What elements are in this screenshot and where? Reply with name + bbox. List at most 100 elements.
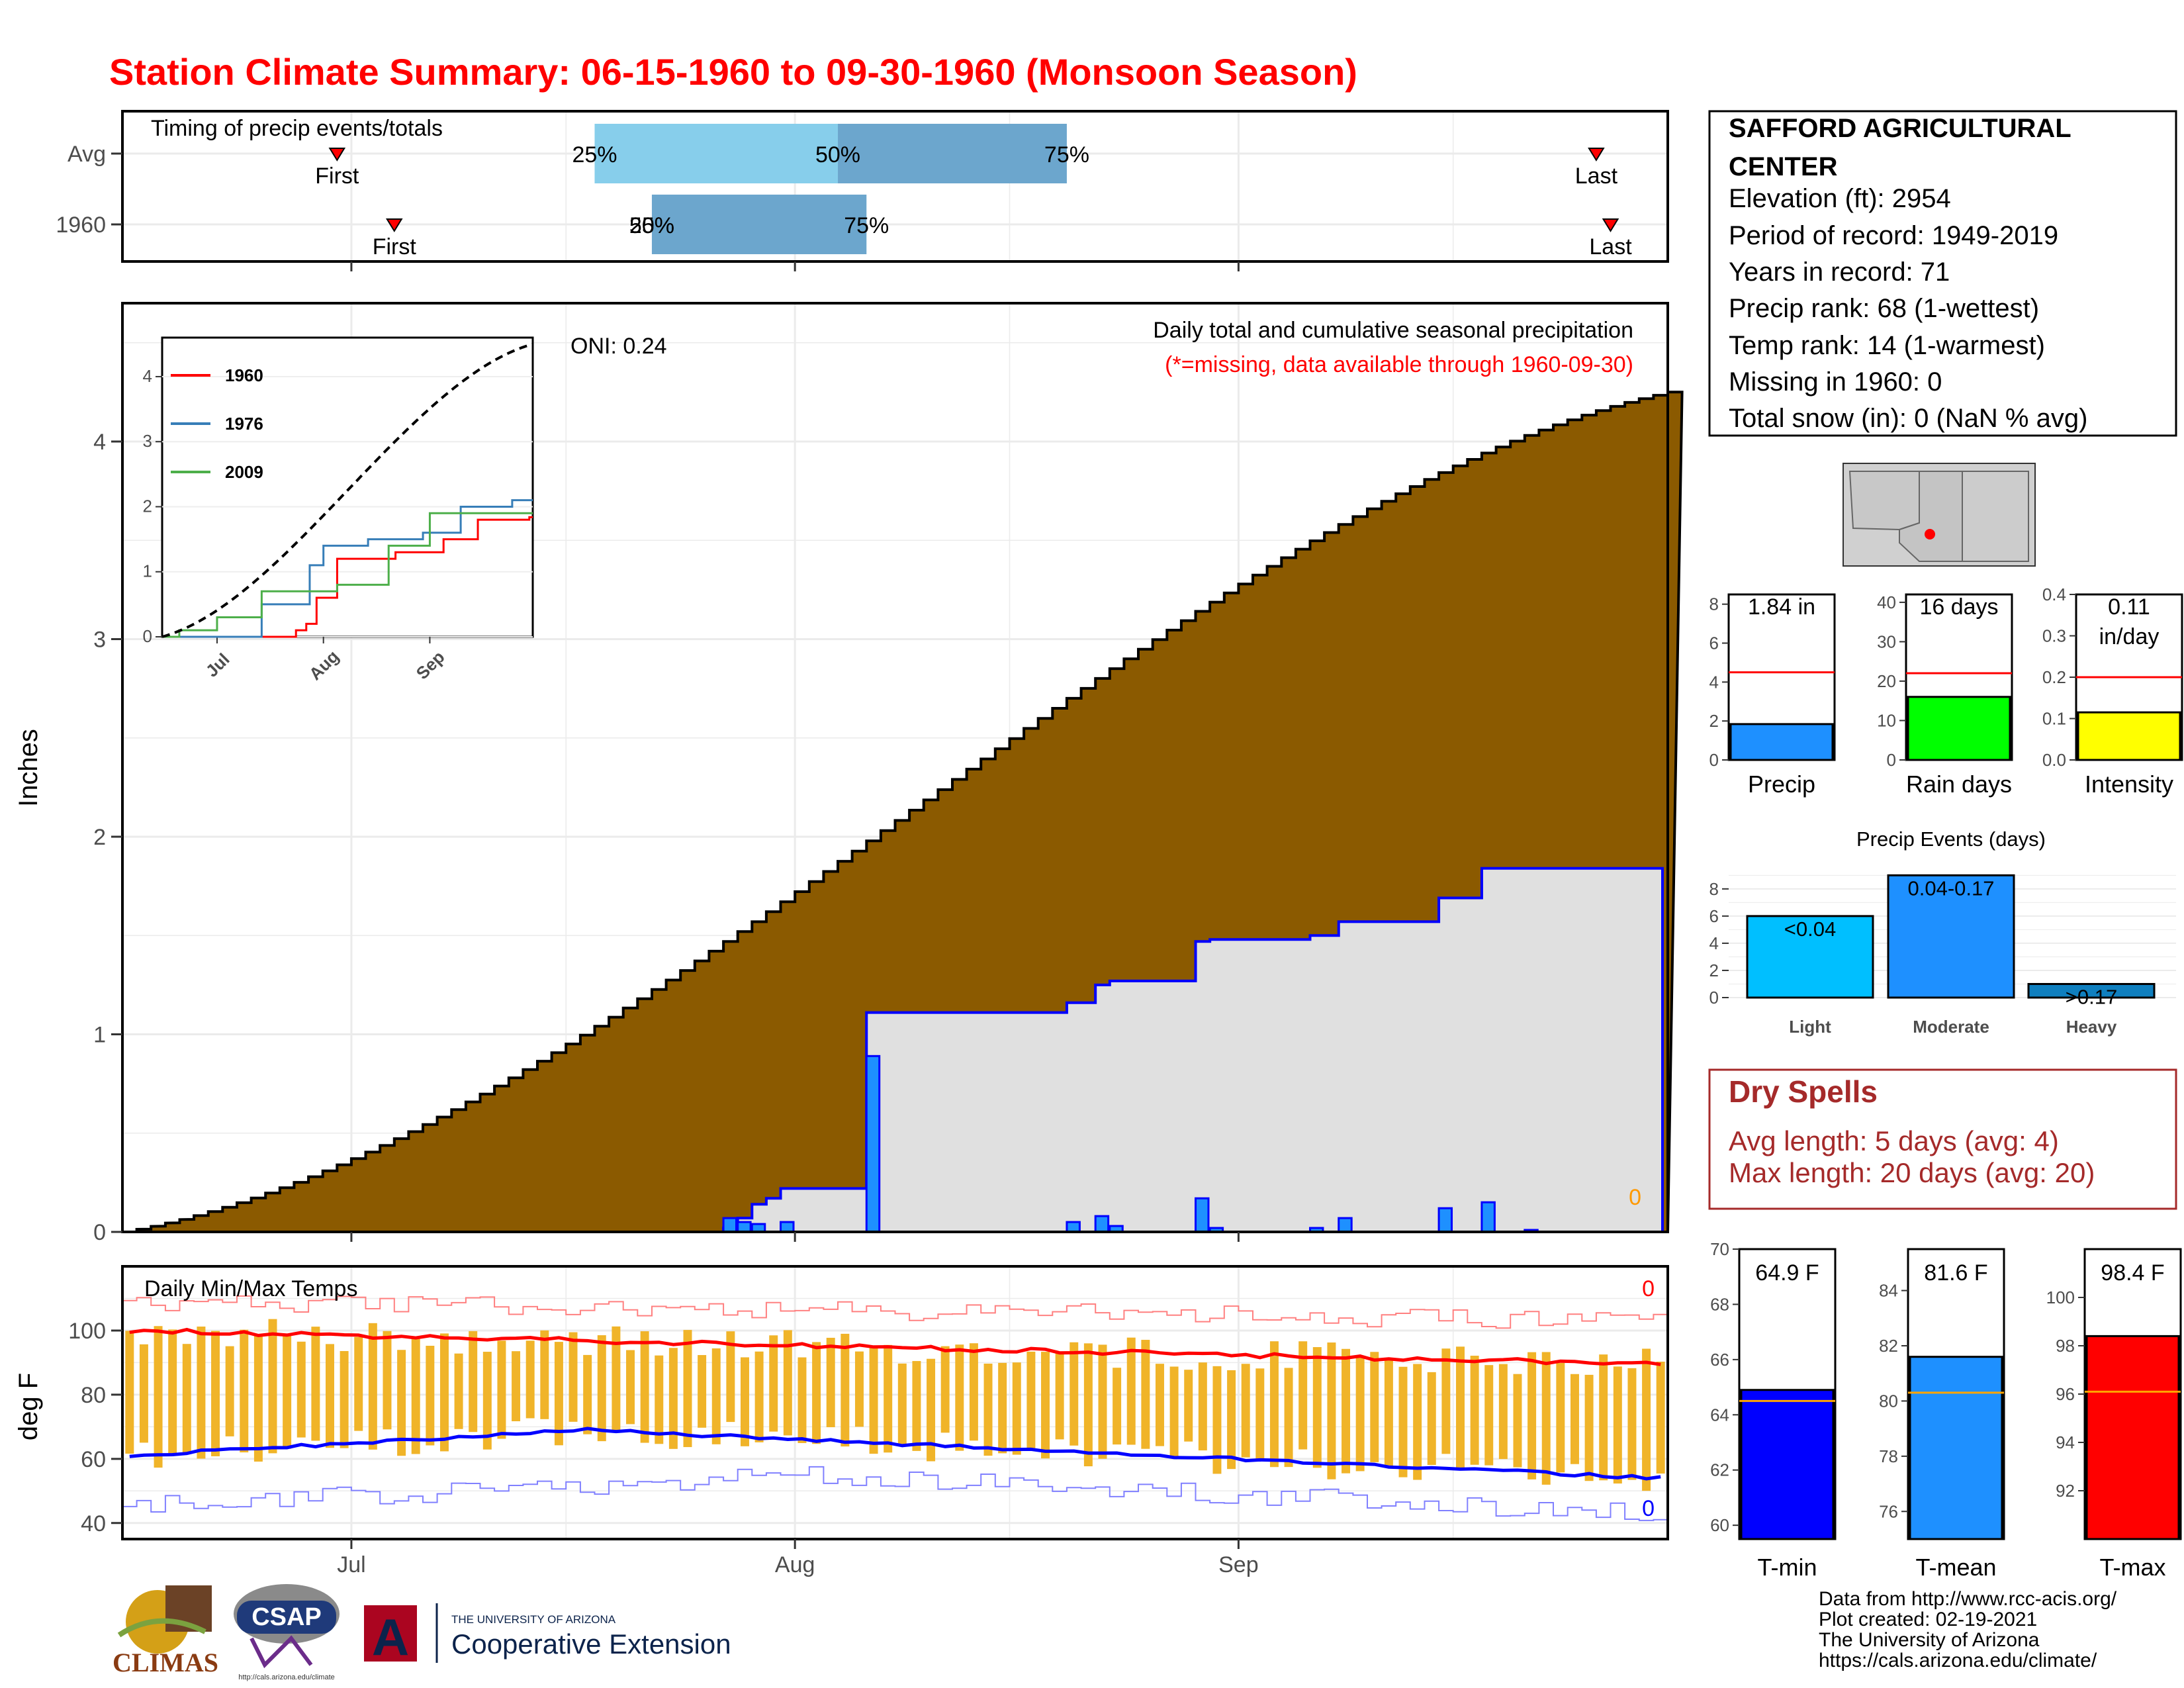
gauge-tick-label: 8 <box>1709 594 1719 614</box>
year-cumulative-area <box>122 867 1664 1233</box>
daily-temp-bar <box>1513 1374 1522 1468</box>
daily-temp-bar <box>969 1343 978 1441</box>
climas-logo-text: CLIMAS <box>113 1648 218 1677</box>
daily-temp-bar <box>469 1331 478 1432</box>
inset-legend-label: 1960 <box>225 365 263 385</box>
timing-iqr-high <box>838 124 1067 183</box>
daily-temp-bar <box>139 1344 148 1443</box>
temp-gauge-value-label: 98.4 F <box>2101 1260 2164 1286</box>
avg-max-temp-line <box>129 1327 1661 1366</box>
timing-iqr-low <box>594 124 839 183</box>
gauge-tick-label: 0.4 <box>2042 585 2066 604</box>
inset-y-tick-label: 1 <box>143 561 152 581</box>
temp-gauge-tick-label: 62 <box>1710 1460 1729 1480</box>
daily-temp-bar <box>583 1354 592 1434</box>
temp-gauge-tick-label: 60 <box>1710 1515 1729 1535</box>
timing-p25-label: 25% <box>629 213 674 238</box>
daily-temp-bar <box>1284 1368 1293 1468</box>
timing-first-marker <box>328 148 346 162</box>
daily-temp-bar <box>1342 1348 1351 1474</box>
daily-temp-bar <box>1498 1364 1508 1460</box>
daily-temp-bar <box>1083 1343 1093 1467</box>
daily-temp-bar <box>869 1348 878 1454</box>
events-y-tick-label: 2 <box>1709 961 1719 980</box>
daily-temp-bar <box>1113 1368 1122 1445</box>
map-state-newmexico <box>1962 471 2029 562</box>
timing-panel: Timing of precip events/totals 25% 50% 75%… <box>56 110 1669 271</box>
daily-temp-bar <box>683 1330 692 1448</box>
timing-first-marker <box>386 218 403 232</box>
daily-temp-bar <box>1427 1372 1436 1466</box>
daily-precip-bar <box>780 1221 795 1233</box>
temp-gauge-name: T-min <box>1758 1554 1817 1581</box>
station-info-box: SAFFORD AGRICULTURAL CENTER Elevation (f… <box>1708 110 2177 437</box>
events-y-tick-label: 8 <box>1709 879 1719 899</box>
daily-temp-bar <box>1069 1342 1079 1446</box>
timing-row-label: Avg <box>68 142 106 167</box>
inset-avg-line <box>161 342 533 638</box>
daily-temp-bar <box>168 1329 177 1454</box>
station-elevation: Elevation (ft): 2954 <box>1729 184 1951 213</box>
gauge-name: Intensity <box>2085 771 2173 798</box>
gauge-value-bar <box>2077 711 2181 761</box>
events-bar <box>1887 874 2015 999</box>
daily-temp-bar <box>1413 1364 1422 1480</box>
daily-temp-bar <box>1255 1368 1265 1460</box>
precip-y-axis-title: Inches <box>14 729 43 807</box>
temp-y-tick-label: 80 <box>81 1383 106 1408</box>
ua-big-text: Cooperative Extension <box>451 1628 731 1660</box>
daily-temp-bar <box>1269 1341 1279 1468</box>
gauge-tick-label: 30 <box>1877 632 1896 651</box>
x-tick-label: Jul <box>337 1552 365 1577</box>
precip-panel: 0 1 2 3 4 Inches ONI: 0.24 Daily total and c… <box>14 302 1684 1245</box>
dry-title: Dry Spells <box>1729 1074 1878 1109</box>
gauge-value-label: 16 days <box>1919 594 1998 620</box>
info-frame <box>1708 110 2177 437</box>
temp-y-tick-label: 40 <box>81 1511 106 1536</box>
daily-temp-bar <box>998 1362 1007 1454</box>
gauge-tick-label: 20 <box>1877 671 1896 691</box>
daily-temp-bar <box>897 1363 907 1445</box>
gauge-value-label: 1.84 in <box>1748 594 1815 620</box>
events-category-label: Moderate <box>1913 1017 1989 1037</box>
daily-temp-bar <box>711 1348 721 1444</box>
gauge-value-bar <box>1729 723 1834 761</box>
daily-temp-bar <box>311 1327 320 1441</box>
station-period: Period of record: 1949-2019 <box>1729 221 2058 250</box>
temp-gauge-value-bar <box>2085 1335 2180 1540</box>
daily-temp-bar <box>884 1344 893 1453</box>
daily-temp-bar <box>597 1335 606 1442</box>
temp-gauge-tick-label: 76 <box>1879 1501 1898 1521</box>
locator-map <box>1843 463 2036 567</box>
inset-y-tick-label: 4 <box>143 366 152 386</box>
daily-temp-bar <box>1327 1342 1336 1479</box>
daily-temp-bar <box>512 1351 521 1422</box>
daily-temp-bar <box>854 1351 864 1427</box>
daily-temp-bar <box>225 1346 234 1436</box>
events-y-tick-label: 0 <box>1709 988 1719 1008</box>
gauge-name: Rain days <box>1906 771 2012 798</box>
temp-missing-min: 0 <box>1642 1496 1655 1521</box>
daily-temp-bar <box>426 1346 435 1446</box>
temp-gauge-tick-label: 70 <box>1710 1239 1729 1259</box>
temp-panel: Daily Min/Max Temps 0 0 40 60 80 100 Jul Aug… <box>14 1265 1669 1577</box>
dry-max-length: Max length: 20 days (avg: 20) <box>1729 1157 2095 1188</box>
daily-temp-bar <box>1370 1352 1379 1462</box>
temp-gauge-tick-label: 78 <box>1879 1446 1898 1466</box>
daily-temp-bar <box>726 1331 735 1423</box>
daily-temp-bar <box>540 1330 549 1419</box>
timing-p75-label: 75% <box>844 213 889 238</box>
events-title: Precip Events (days) <box>1856 827 2046 851</box>
dry-spells-box: Dry Spells Avg length: 5 days (avg: 4) M… <box>1708 1068 2177 1210</box>
daily-temp-bar <box>1642 1348 1651 1491</box>
daily-temp-bar <box>296 1341 306 1438</box>
temp-gauge-value-label: 81.6 F <box>1924 1260 1987 1286</box>
events-category-label: Heavy <box>2066 1017 2117 1037</box>
timing-last-label: Last <box>1575 164 1618 189</box>
daily-temp-bar <box>482 1352 492 1450</box>
gauge-tick-label: 6 <box>1709 633 1719 653</box>
daily-temp-bar <box>1441 1348 1451 1454</box>
credit-data-source: Data from http://www.rcc-acis.org/ <box>1819 1588 2117 1610</box>
daily-temp-bar <box>1241 1364 1250 1458</box>
